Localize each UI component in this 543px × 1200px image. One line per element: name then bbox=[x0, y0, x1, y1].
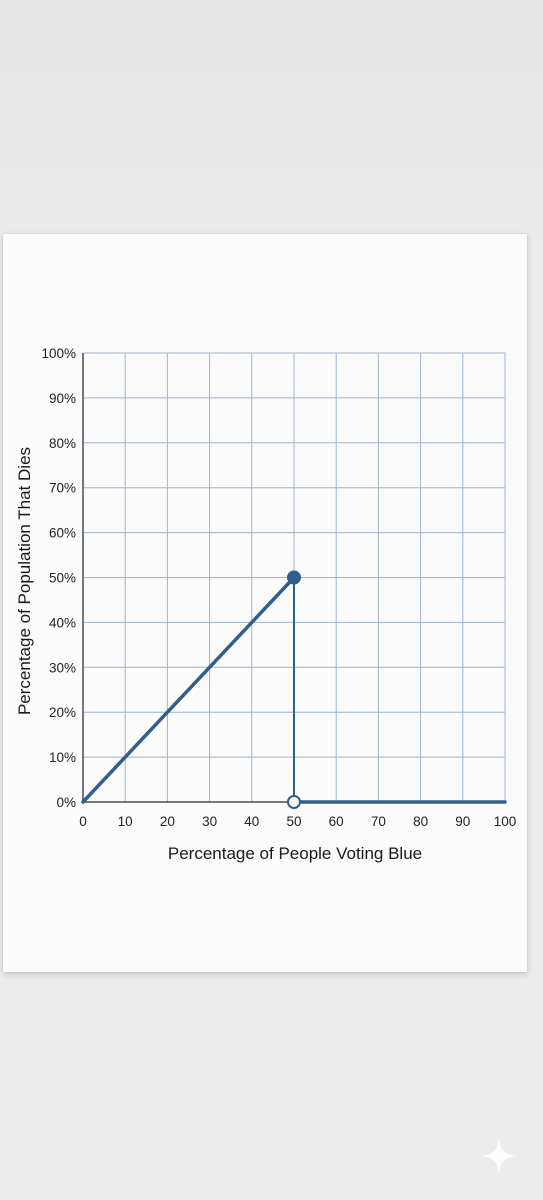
y-tick-label: 90% bbox=[49, 391, 76, 406]
sparkle-icon bbox=[481, 1138, 517, 1174]
x-tick-label: 10 bbox=[118, 814, 133, 829]
y-tick-label: 100% bbox=[41, 346, 76, 361]
series bbox=[81, 575, 507, 804]
x-tick-label: 70 bbox=[371, 814, 386, 829]
y-tick-label: 60% bbox=[49, 526, 76, 541]
x-tick-label: 50 bbox=[286, 814, 301, 829]
x-tick-label: 60 bbox=[329, 814, 344, 829]
markers bbox=[287, 570, 301, 809]
y-tick-label: 70% bbox=[49, 481, 76, 496]
x-tick-label: 40 bbox=[244, 814, 259, 829]
y-tick-label: 20% bbox=[49, 705, 76, 720]
y-axis-label: Percentage of Population That Dies bbox=[15, 447, 34, 715]
y-tick-label: 40% bbox=[49, 615, 76, 630]
x-tick-label: 30 bbox=[202, 814, 217, 829]
y-tick-label: 80% bbox=[49, 436, 76, 451]
paper-sheet bbox=[3, 234, 527, 972]
x-axis-label: Percentage of People Voting Blue bbox=[168, 844, 422, 863]
y-tick-label: 10% bbox=[49, 750, 76, 765]
background bbox=[0, 0, 543, 240]
filled-point-marker bbox=[287, 570, 301, 585]
open-point-marker bbox=[287, 795, 301, 809]
tick-labels: 0 10 20 30 40 50 60 70 80 90 100 0% 10% 20% 30% 40% 50% 6… bbox=[41, 346, 516, 829]
x-tick-label: 0 bbox=[79, 814, 87, 829]
y-tick-label: 0% bbox=[56, 795, 76, 810]
x-tick-label: 20 bbox=[160, 814, 175, 829]
y-tick-label: 30% bbox=[49, 660, 76, 675]
x-tick-label: 100 bbox=[494, 814, 517, 829]
y-tick-label: 50% bbox=[49, 571, 76, 586]
x-tick-label: 90 bbox=[455, 814, 470, 829]
x-tick-label: 80 bbox=[413, 814, 428, 829]
series-line bbox=[81, 575, 296, 804]
